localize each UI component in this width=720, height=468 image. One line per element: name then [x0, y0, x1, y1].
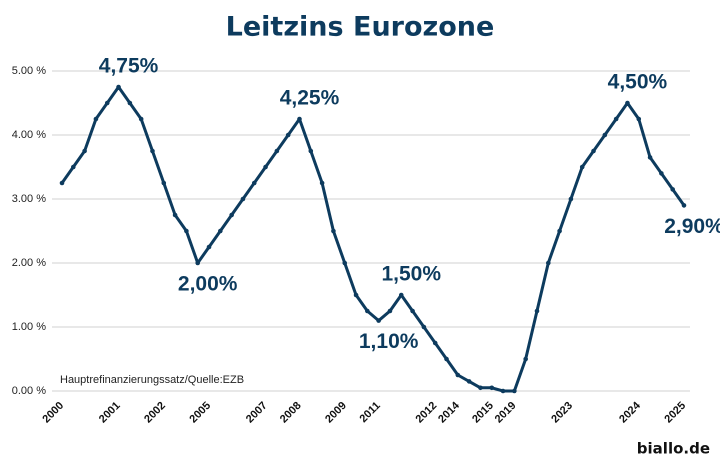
x-tick-label: 2023: [549, 400, 575, 426]
point: [568, 196, 574, 202]
point: [534, 308, 540, 314]
point: [579, 164, 585, 170]
y-tick-label: 5.00 %: [12, 65, 46, 77]
point: [500, 388, 506, 394]
x-tick-label: 2000: [40, 400, 66, 426]
x-tick-label: 2025: [662, 400, 688, 426]
point: [274, 148, 280, 154]
y-tick-label: 0.00 %: [12, 385, 46, 397]
point: [161, 180, 167, 186]
point: [218, 228, 223, 234]
point: [512, 388, 517, 394]
x-tick-label: 2014: [436, 399, 462, 425]
logo: biallo.de: [637, 440, 710, 458]
line: [60, 85, 686, 393]
point: [421, 324, 427, 330]
point: [82, 148, 87, 154]
point: [670, 187, 675, 192]
source-note: Hauptrefinanzierungssatz/Quelle:EZB: [60, 374, 244, 386]
data-label: 4,50%: [608, 71, 668, 94]
x-tick-label: 2007: [244, 400, 270, 426]
point: [545, 260, 551, 266]
point: [206, 244, 212, 250]
x-tick-label: 2005: [187, 400, 213, 426]
x-tick-label: 2024: [617, 399, 643, 425]
y-tick-label: 3.00 %: [12, 193, 46, 205]
point: [195, 260, 201, 266]
point: [365, 308, 370, 314]
point: [681, 203, 687, 208]
point: [59, 180, 65, 186]
point: [398, 292, 404, 298]
point: [138, 116, 144, 122]
point: [647, 155, 653, 160]
point: [251, 180, 257, 186]
point: [127, 100, 133, 106]
point: [319, 180, 325, 186]
point: [523, 356, 528, 362]
point: [387, 308, 393, 314]
point: [432, 340, 438, 346]
data-label: 2,00%: [178, 273, 238, 296]
chart-title: Leitzins Eurozone: [226, 12, 495, 43]
data-label: 4,25%: [280, 87, 340, 110]
y-tick-label: 2.00 %: [12, 257, 46, 269]
point: [342, 260, 348, 266]
point: [625, 100, 630, 106]
x-tick-label: 2015: [470, 400, 496, 426]
point: [636, 116, 642, 122]
point: [331, 228, 336, 234]
point: [444, 356, 449, 362]
point: [478, 385, 483, 391]
point: [297, 116, 302, 122]
x-tick-label: 2008: [278, 400, 304, 426]
x-tick-label: 2009: [323, 400, 349, 426]
point: [410, 308, 415, 314]
point: [308, 148, 314, 154]
y-tick-label: 4.00 %: [12, 129, 46, 141]
point: [489, 385, 495, 391]
point: [285, 132, 291, 138]
x-tick-label: 2012: [414, 400, 440, 426]
point: [263, 164, 268, 170]
x-tick-label: 2001: [97, 400, 123, 426]
point: [116, 84, 121, 90]
data-label: 4,75%: [99, 55, 159, 78]
y-tick-label: 1.00 %: [12, 321, 46, 333]
point: [557, 228, 562, 234]
point: [659, 171, 664, 176]
point: [104, 100, 110, 106]
point: [613, 116, 619, 122]
point: [150, 148, 155, 154]
point: [376, 318, 381, 323]
x-tick-label: 2011: [357, 400, 382, 425]
point: [466, 379, 472, 384]
data-label: 1,50%: [381, 263, 441, 286]
point: [71, 164, 76, 170]
point: [229, 212, 234, 218]
point: [172, 212, 178, 218]
x-tick-label: 2019: [493, 400, 519, 426]
point: [93, 116, 99, 122]
x-tick-label: 2002: [142, 400, 168, 426]
point: [184, 228, 189, 234]
point: [591, 148, 596, 154]
point: [602, 132, 608, 138]
point: [240, 196, 246, 202]
point: [353, 292, 359, 298]
data-label: 2,90%: [664, 215, 720, 238]
data-label: 1,10%: [359, 330, 419, 353]
point: [455, 372, 461, 378]
